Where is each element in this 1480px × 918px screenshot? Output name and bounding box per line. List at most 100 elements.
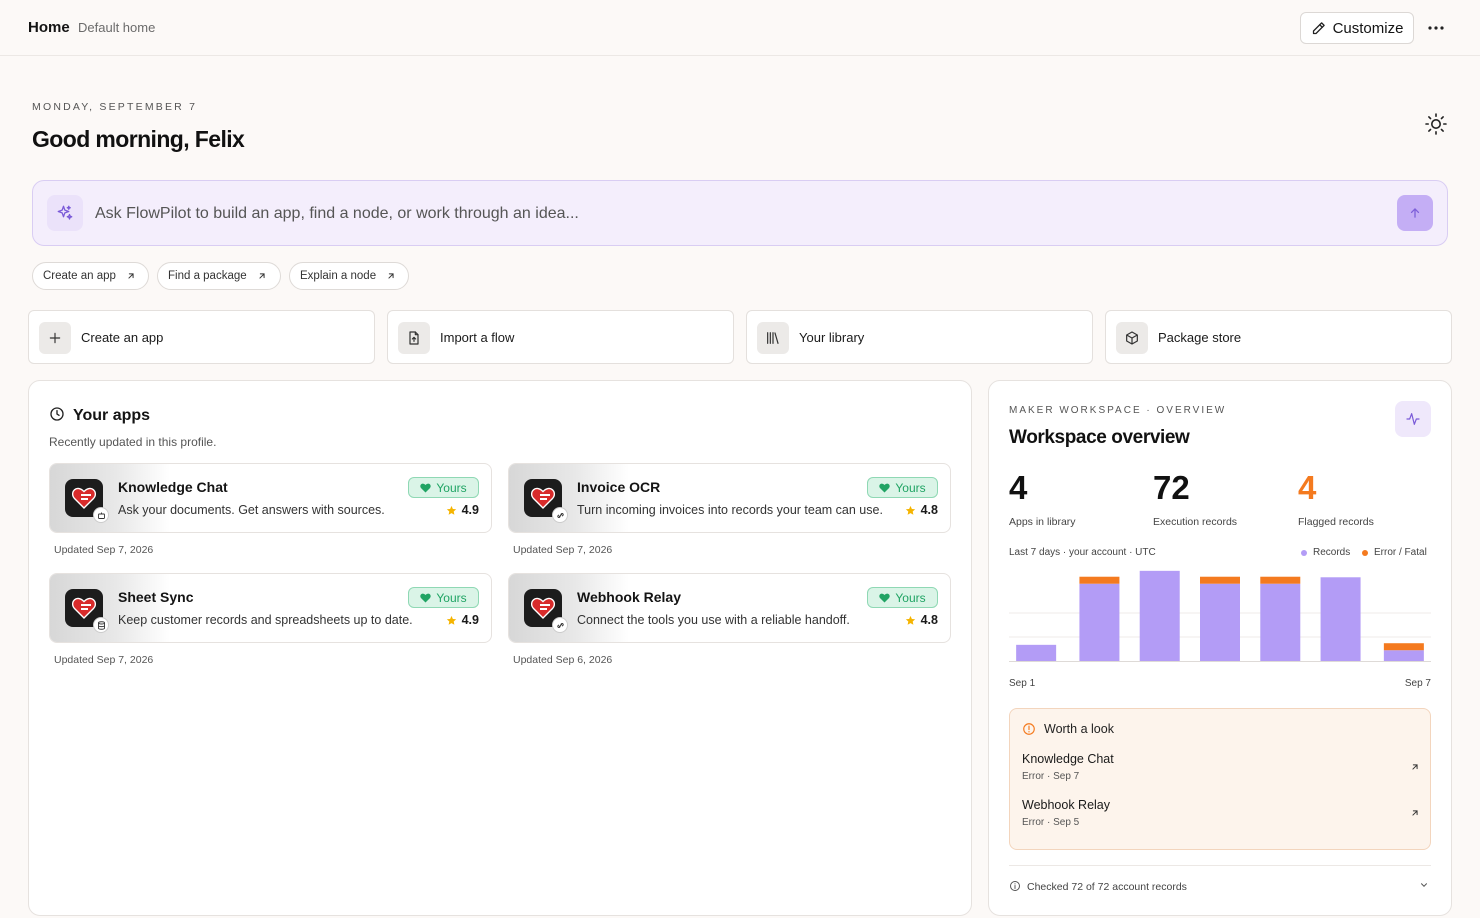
x-axis-start: Sep 1 bbox=[1009, 678, 1036, 689]
app-updated: Updated Sep 7, 2026 bbox=[54, 544, 154, 556]
worth-item-name: Webhook Relay bbox=[1022, 798, 1111, 812]
chip-label: Explain a node bbox=[300, 270, 377, 282]
app-updated: Updated Sep 7, 2026 bbox=[513, 544, 613, 556]
quick-action-label: Import a flow bbox=[440, 330, 515, 345]
app-description: Ask your documents. Get answers with sou… bbox=[118, 503, 385, 517]
ai-prompt-box bbox=[32, 180, 1448, 246]
arrow-up-right-icon bbox=[1412, 810, 1418, 816]
top-bar: Home Default home Customize bbox=[0, 0, 1480, 56]
app-card-webhook-relay[interactable]: Webhook Relay Connect the tools you use … bbox=[508, 573, 951, 643]
arrow-up-icon bbox=[1410, 208, 1420, 218]
more-options-button[interactable] bbox=[1424, 16, 1448, 40]
stat-records-value: 72 bbox=[1153, 469, 1190, 506]
quick-action-import-flow[interactable]: Import a flow bbox=[387, 310, 734, 364]
app-updated: Updated Sep 7, 2026 bbox=[54, 654, 154, 666]
activity-button[interactable] bbox=[1395, 401, 1431, 437]
app-updated: Updated Sep 6, 2026 bbox=[513, 654, 613, 666]
yours-badge: Yours bbox=[867, 587, 938, 608]
quick-action-package-store[interactable]: Package store bbox=[1105, 310, 1452, 364]
stat-records-label: Execution records bbox=[1153, 516, 1238, 528]
stat-flagged-label: Flagged records bbox=[1298, 516, 1374, 528]
chip-find-package[interactable]: Find a package bbox=[157, 262, 281, 290]
heart-icon bbox=[420, 593, 432, 603]
bar-records-sep-6 bbox=[1320, 577, 1361, 661]
bot-icon bbox=[93, 507, 109, 523]
theme-toggle-button[interactable] bbox=[1422, 110, 1450, 138]
app-card-sheet-sync[interactable]: Sheet Sync Keep customer records and spr… bbox=[49, 573, 492, 643]
bar-errors-sep-5 bbox=[1260, 576, 1301, 584]
app-rating: 4.8 bbox=[905, 613, 938, 627]
info-icon bbox=[1010, 881, 1020, 891]
arrow-up-right-icon bbox=[259, 273, 265, 279]
rating-value: 4.8 bbox=[920, 613, 938, 627]
chart-range-label: Last 7 days · your account · UTC bbox=[1009, 547, 1156, 558]
quick-action-label: Create an app bbox=[81, 330, 164, 345]
legend-errors-swatch bbox=[1362, 549, 1368, 556]
x-axis-end: Sep 7 bbox=[1404, 678, 1431, 689]
heart-icon bbox=[879, 483, 891, 493]
bar-records-sep-1 bbox=[1016, 644, 1057, 661]
badge-label: Yours bbox=[436, 590, 467, 605]
your-apps-panel: Your apps Recently updated in this profi… bbox=[28, 380, 972, 916]
rating-value: 4.9 bbox=[461, 613, 479, 627]
worth-item-name: Knowledge Chat bbox=[1022, 752, 1114, 766]
star-icon bbox=[905, 505, 915, 515]
pencil-icon bbox=[1312, 21, 1325, 34]
chip-label: Create an app bbox=[43, 270, 116, 282]
rating-value: 4.8 bbox=[920, 503, 938, 517]
heart-icon bbox=[879, 593, 891, 603]
more-horizontal-icon bbox=[1428, 26, 1444, 30]
send-button[interactable] bbox=[1397, 195, 1433, 231]
link-icon bbox=[552, 617, 568, 633]
bar-records-sep-7 bbox=[1383, 650, 1424, 661]
overview-eyebrow: MAKER WORKSPACE · OVERVIEW bbox=[1009, 405, 1227, 416]
chevron-down-icon[interactable] bbox=[1419, 880, 1429, 890]
ai-prompt-input[interactable] bbox=[95, 201, 1375, 227]
stat-apps-value: 4 bbox=[1009, 469, 1028, 506]
chip-explain-node[interactable]: Explain a node bbox=[289, 262, 409, 290]
worth-item-knowledge-chat[interactable]: Knowledge Chat Error · Sep 7 bbox=[1022, 752, 1420, 788]
yours-badge: Yours bbox=[408, 587, 479, 608]
database-icon bbox=[93, 617, 109, 633]
badge-label: Yours bbox=[895, 480, 926, 495]
quick-action-create-app[interactable]: Create an app bbox=[28, 310, 375, 364]
worth-title: Worth a look bbox=[1044, 722, 1114, 736]
legend-records: Records bbox=[1301, 547, 1350, 558]
overview-footer: Checked 72 of 72 account records bbox=[1009, 865, 1431, 905]
sparkles-icon bbox=[47, 195, 83, 231]
plus-icon bbox=[39, 322, 71, 354]
app-name: Invoice OCR bbox=[577, 479, 661, 495]
customize-label: Customize bbox=[1332, 19, 1404, 37]
quick-action-library[interactable]: Your library bbox=[746, 310, 1093, 364]
date-line: MONDAY, SEPTEMBER 7 bbox=[32, 101, 198, 113]
worth-item-webhook-relay[interactable]: Webhook Relay Error · Sep 5 bbox=[1022, 798, 1420, 834]
rating-value: 4.9 bbox=[461, 503, 479, 517]
app-card-knowledge-chat[interactable]: Knowledge Chat Ask your documents. Get a… bbox=[49, 463, 492, 533]
workspace-overview-panel: MAKER WORKSPACE · OVERVIEW Workspace ove… bbox=[988, 380, 1452, 916]
library-icon bbox=[757, 322, 789, 354]
arrow-up-right-icon bbox=[388, 273, 394, 279]
file-upload-icon bbox=[398, 322, 430, 354]
overview-title: Workspace overview bbox=[1009, 427, 1190, 448]
bar-records-sep-4 bbox=[1200, 583, 1240, 661]
apps-subtitle: Recently updated in this profile. bbox=[49, 435, 217, 449]
home-subtitle: Default home bbox=[78, 20, 156, 35]
bar-records-sep-2 bbox=[1079, 583, 1120, 661]
badge-label: Yours bbox=[895, 590, 926, 605]
app-name: Sheet Sync bbox=[118, 589, 194, 605]
apps-title: Your apps bbox=[73, 407, 151, 424]
app-logo-heart-icon bbox=[65, 479, 103, 517]
bar-errors-sep-2 bbox=[1079, 576, 1120, 584]
stat-apps-label: Apps in library bbox=[1009, 516, 1076, 528]
worth-item-status: Error · Sep 7 bbox=[1022, 771, 1080, 782]
customize-button[interactable]: Customize bbox=[1300, 12, 1414, 44]
chip-create-app[interactable]: Create an app bbox=[32, 262, 149, 290]
app-description: Connect the tools you use with a reliabl… bbox=[577, 613, 850, 627]
legend-records-swatch bbox=[1301, 549, 1307, 556]
app-card-invoice-ocr[interactable]: Invoice OCR Turn incoming invoices into … bbox=[508, 463, 951, 533]
breadcrumb-home[interactable]: Home bbox=[28, 19, 70, 36]
chip-label: Find a package bbox=[168, 270, 247, 282]
stat-flagged-value: 4 bbox=[1298, 469, 1317, 506]
app-logo-heart-icon bbox=[524, 479, 562, 517]
quick-action-label: Package store bbox=[1158, 330, 1242, 345]
